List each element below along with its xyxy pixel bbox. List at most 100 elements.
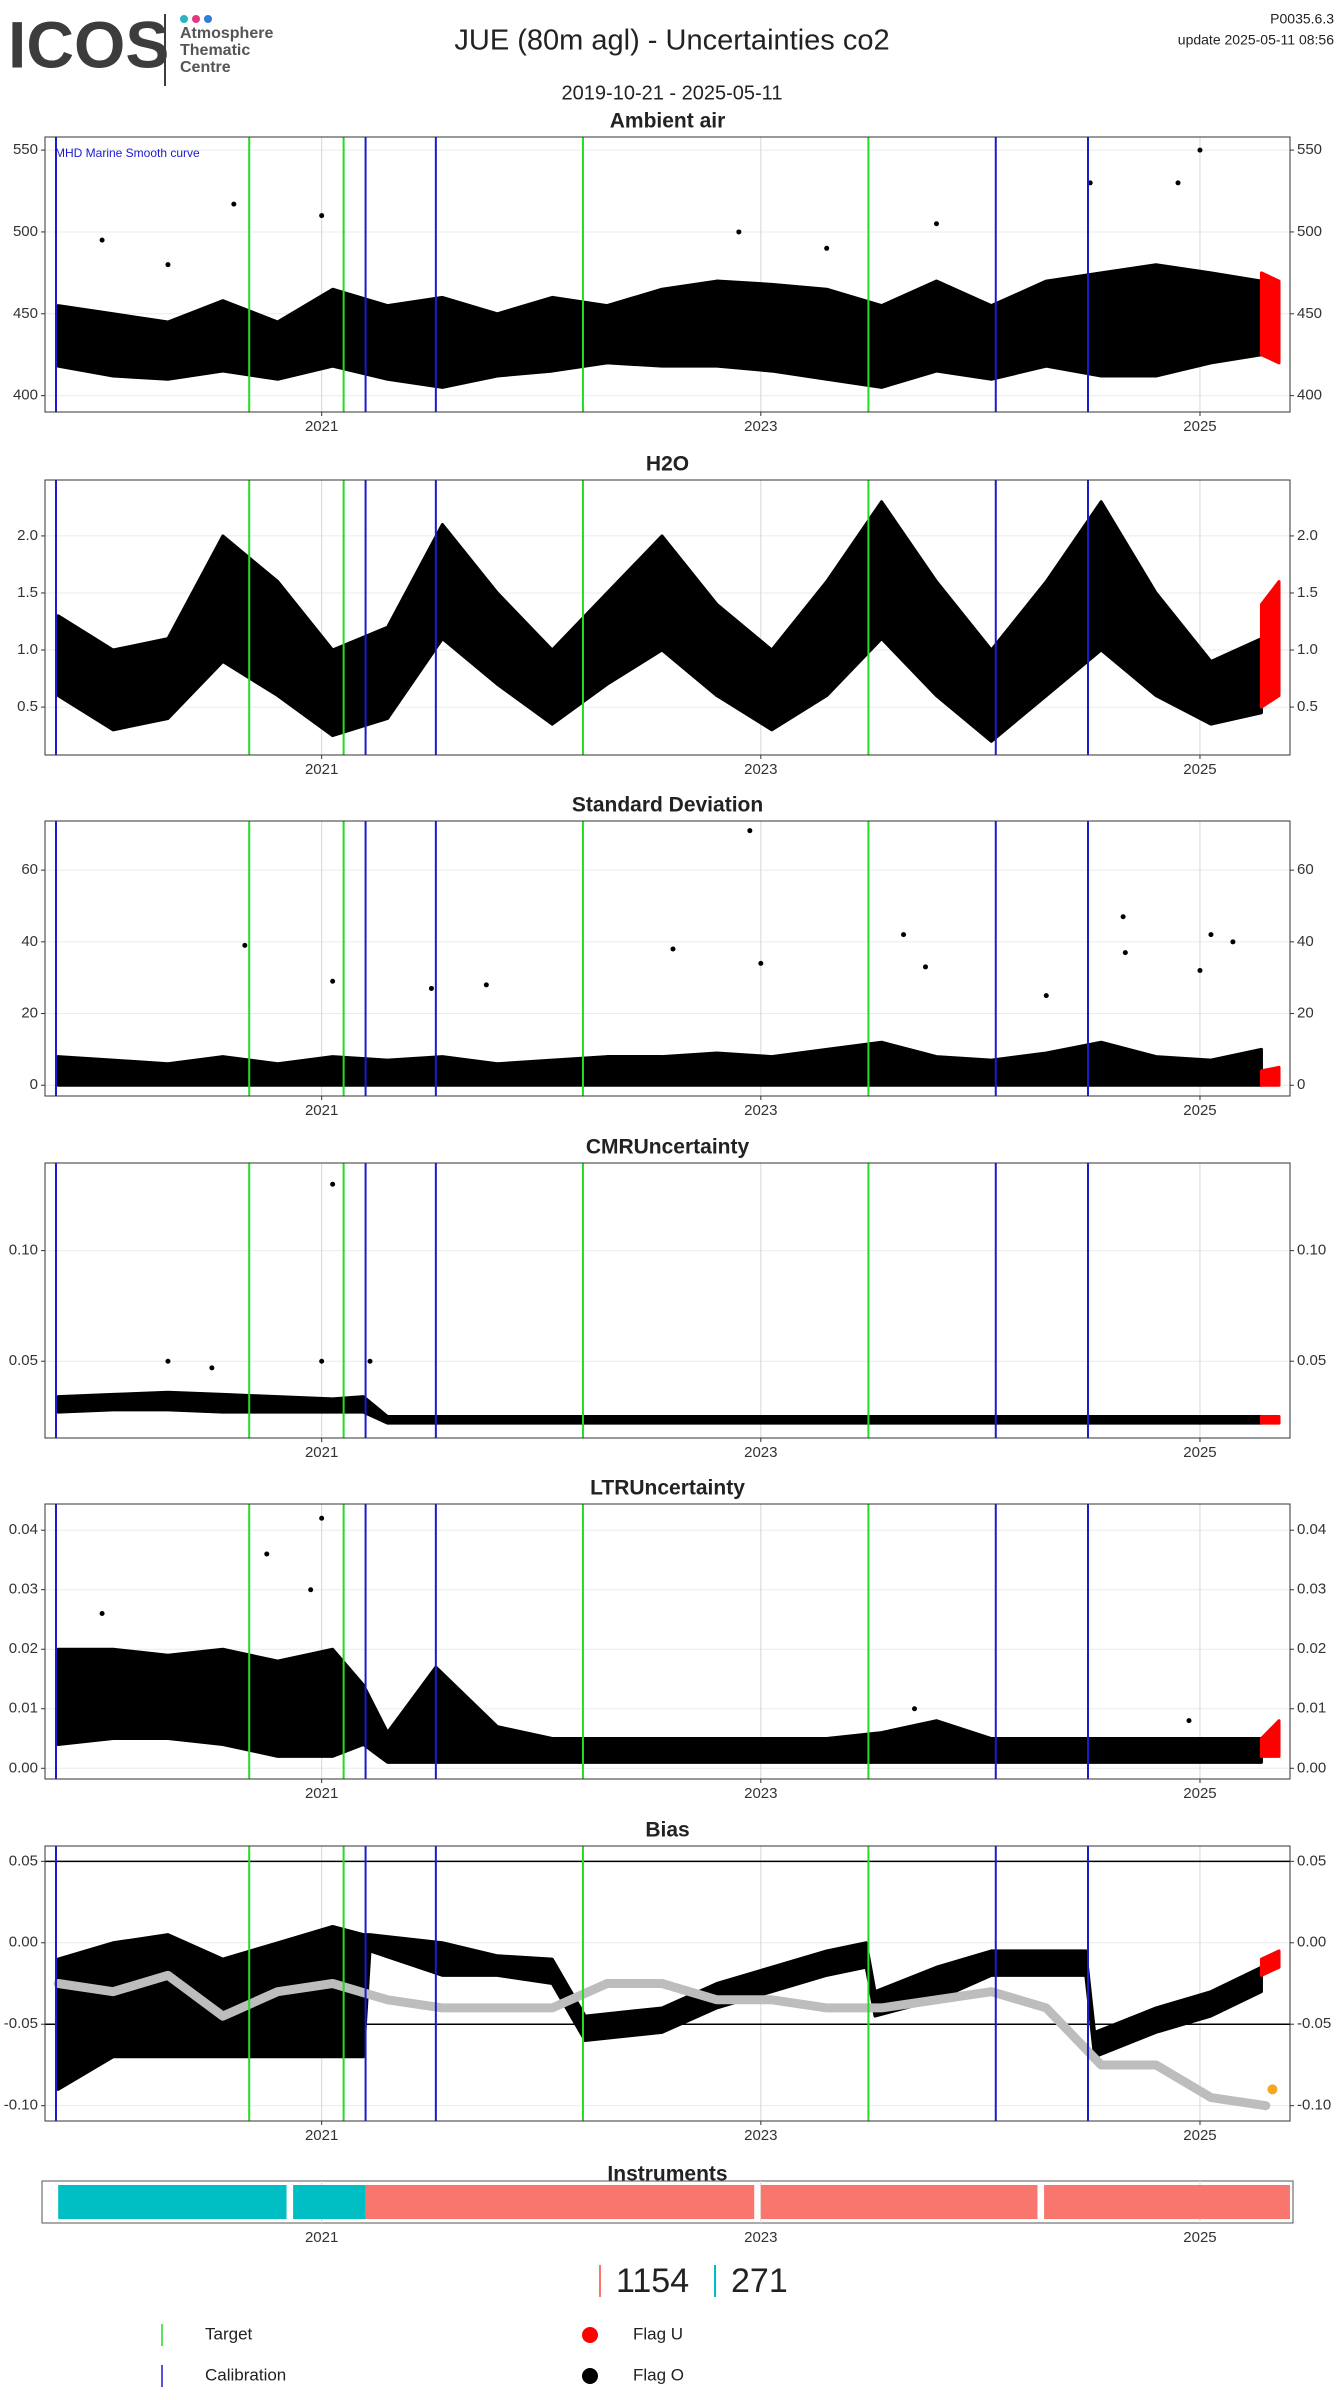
data-point [1208, 932, 1214, 938]
data-point [1120, 914, 1126, 920]
panel-background [45, 1163, 1290, 1438]
y-tick-label: 0.05 [1297, 1352, 1326, 1369]
x-tick-label: 2025 [1183, 2229, 1216, 2246]
y-tick-label: 0.5 [17, 698, 38, 715]
data-point [912, 1706, 918, 1712]
flag-u-band [1259, 1415, 1281, 1425]
panel-title: LTRUncertainty [590, 1477, 745, 1500]
panel-frame [44, 1845, 1291, 2122]
data-point [165, 1358, 171, 1364]
x-tick-label: 2021 [305, 1102, 338, 1119]
panel-title: H2O [646, 453, 689, 476]
legend-swatch [582, 2327, 598, 2343]
y-tick-label: 40 [1297, 933, 1314, 950]
y-tick-label: 0 [30, 1076, 38, 1093]
y-tick-label: 20 [1297, 1005, 1314, 1022]
panel-frame [44, 820, 1291, 1097]
y-tick-label: 0.00 [9, 1759, 38, 1776]
logo-dot [192, 15, 200, 23]
data-point [923, 964, 929, 970]
count-label: 271 [731, 2262, 788, 2300]
x-tick-label: 2023 [744, 1444, 777, 1461]
annotation: MHD Marine Smooth curve [55, 146, 200, 160]
data-point [264, 1551, 270, 1557]
data-point [330, 978, 336, 984]
x-tick-label: 2023 [744, 761, 777, 778]
legend-label: Calibration [205, 2365, 286, 2384]
y-tick-label: 0.01 [9, 1700, 38, 1717]
panel-title: CMRUncertainty [586, 1136, 750, 1159]
x-tick-label: 2021 [305, 418, 338, 435]
data-point [367, 1358, 373, 1364]
y-tick-label: 0.04 [9, 1521, 38, 1538]
y-tick-label: 40 [21, 933, 38, 950]
x-tick-label: 2021 [305, 761, 338, 778]
data-point [933, 221, 939, 227]
y-tick-label: 0 [1297, 1076, 1305, 1093]
x-tick-label: 2021 [305, 2127, 338, 2144]
data-point [1197, 147, 1203, 153]
x-tick-label: 2021 [305, 2229, 338, 2246]
y-tick-label: -0.10 [4, 2097, 38, 2114]
panel-frame [44, 1503, 1291, 1780]
instrument-segment [760, 2185, 1038, 2219]
data-point [1186, 1718, 1192, 1724]
instrument-segment [293, 2185, 366, 2219]
y-tick-label: -0.05 [4, 2015, 38, 2032]
y-tick-label: 0.10 [9, 1242, 38, 1259]
flag-u-band [1259, 1949, 1281, 1977]
data-point [736, 229, 742, 235]
x-tick-label: 2023 [744, 1785, 777, 1802]
org-line: Centre [180, 59, 231, 76]
flag-u-band [1259, 1719, 1281, 1758]
y-tick-label: 400 [13, 387, 38, 404]
y-tick-label: 0.00 [1297, 1759, 1326, 1776]
smooth-curve [53, 1970, 1271, 2111]
x-tick-label: 2025 [1183, 761, 1216, 778]
y-tick-label: 0.02 [1297, 1640, 1326, 1657]
data-point [319, 213, 325, 219]
data-point [1043, 993, 1049, 999]
data-band [56, 1924, 1263, 2091]
logo: ICOS [8, 7, 169, 81]
y-tick-label: -0.05 [1297, 2015, 1331, 2032]
x-tick-label: 2025 [1183, 1785, 1216, 1802]
x-tick-label: 2023 [744, 418, 777, 435]
panel-frame [44, 479, 1291, 756]
flag-u-band [1259, 1065, 1281, 1087]
y-tick-label: 550 [1297, 141, 1322, 158]
y-tick-label: 0.03 [9, 1581, 38, 1598]
y-tick-label: 0.04 [1297, 1521, 1326, 1538]
y-tick-label: 0.10 [1297, 1242, 1326, 1259]
x-tick-label: 2021 [305, 1444, 338, 1461]
y-tick-label: 0.00 [1297, 1934, 1326, 1951]
instrument-segment [58, 2185, 287, 2219]
y-tick-label: 0.05 [9, 1852, 38, 1869]
data-point [165, 262, 171, 268]
y-tick-label: 0.00 [9, 1934, 38, 1951]
page-title: JUE (80m agl) - Uncertainties co2 [454, 25, 889, 57]
y-tick-label: 400 [1297, 387, 1322, 404]
data-point [747, 828, 753, 834]
data-point [319, 1515, 325, 1521]
period: 2019-10-21 - 2025-05-11 [562, 82, 783, 104]
panel-title: Instruments [607, 2163, 727, 2186]
data-point [308, 1587, 314, 1593]
x-tick-label: 2025 [1183, 2127, 1216, 2144]
y-tick-label: 0.02 [9, 1640, 38, 1657]
y-tick-label: 1.5 [17, 584, 38, 601]
logo-dot [180, 15, 188, 23]
smooth-end [1267, 2084, 1278, 2095]
y-tick-label: 0.01 [1297, 1700, 1326, 1717]
y-tick-label: 1.5 [1297, 584, 1318, 601]
y-tick-label: 500 [13, 223, 38, 240]
count-label: 1154 [616, 2262, 689, 2300]
data-point [99, 237, 105, 243]
y-tick-label: 60 [1297, 861, 1314, 878]
panel-title: Standard Deviation [572, 794, 763, 817]
data-point [1122, 950, 1128, 956]
y-tick-label: 450 [13, 305, 38, 322]
y-tick-label: 1.0 [1297, 641, 1318, 658]
y-tick-label: 500 [1297, 223, 1322, 240]
